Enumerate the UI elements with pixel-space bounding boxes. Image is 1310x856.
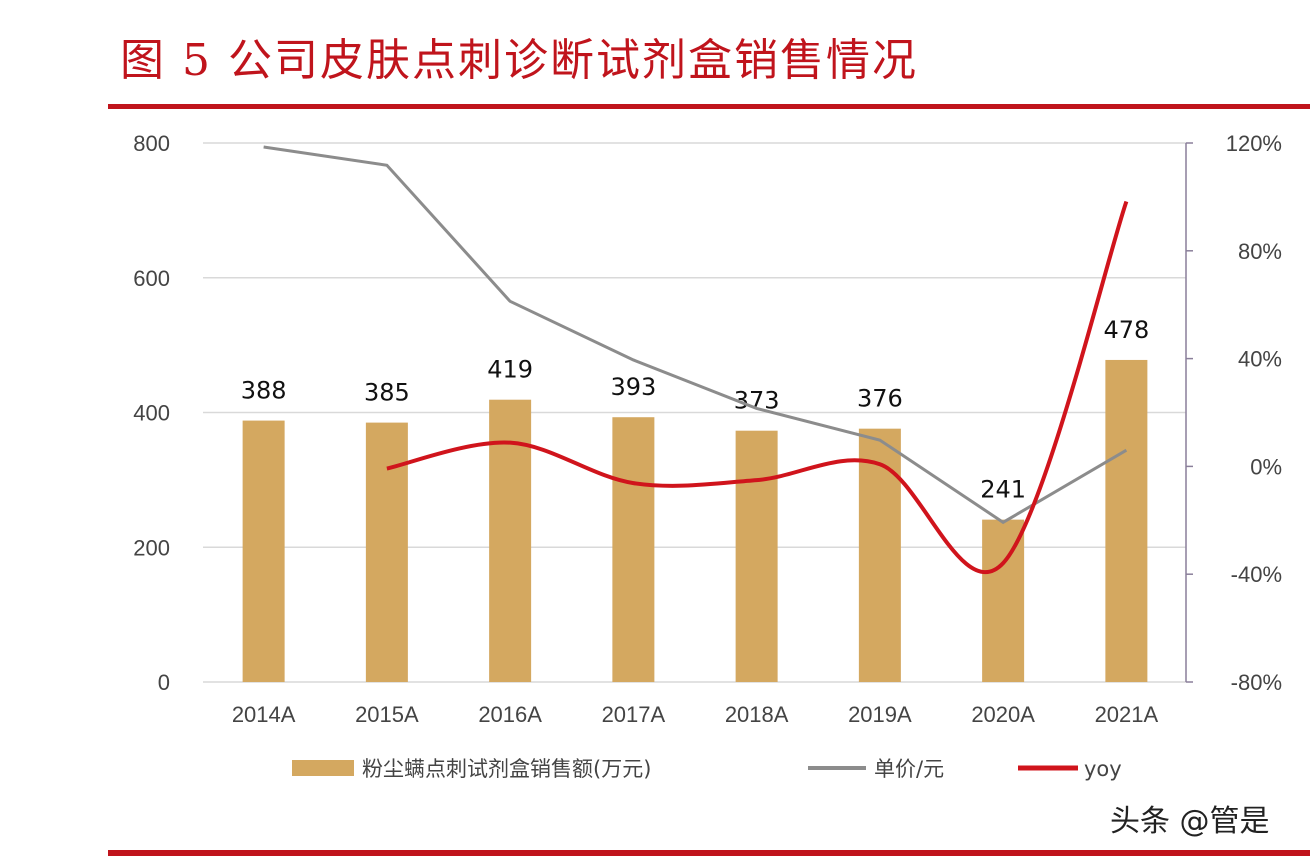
legend-label-yoy: yoy [1084, 757, 1122, 781]
left-tick-label: 0 [158, 670, 170, 695]
bar [612, 417, 655, 682]
bar [365, 422, 408, 682]
right-tick-label: 80% [1238, 239, 1282, 264]
bar [242, 420, 285, 682]
x-tick-label: 2015A [355, 702, 419, 727]
x-tick-label: 2021A [1095, 702, 1159, 727]
yoy-line [386, 200, 1129, 575]
bar [1105, 359, 1148, 682]
x-tick-label: 2017A [602, 702, 666, 727]
legend-swatch-sales [292, 760, 354, 776]
right-tick-label: -80% [1231, 670, 1282, 695]
bar [982, 519, 1025, 682]
watermark: 头条 @管是 [1110, 804, 1270, 839]
bar-data-label: 478 [1103, 316, 1149, 344]
x-tick-label: 2020A [971, 702, 1035, 727]
bar [858, 428, 901, 682]
right-tick-label: 0% [1250, 454, 1282, 479]
x-tick-label: 2014A [232, 702, 296, 727]
right-tick-label: 120% [1226, 131, 1282, 156]
x-tick-label: 2018A [725, 702, 789, 727]
title-divider [108, 104, 1310, 109]
right-tick-label: 40% [1238, 347, 1282, 372]
bar-data-label: 419 [487, 356, 533, 384]
unit-price-line [263, 145, 1128, 525]
x-tick-label: 2016A [478, 702, 542, 727]
legend-label-sales: 粉尘螨点刺试剂盒销售额(万元) [362, 757, 651, 781]
left-tick-label: 800 [133, 131, 170, 156]
left-tick-label: 200 [133, 535, 170, 560]
bottom-divider [108, 850, 1310, 856]
chart-title: 图 5 公司皮肤点刺诊断试剂盒销售情况 [120, 35, 918, 86]
bar-data-label: 241 [980, 476, 1026, 504]
bar-data-label: 385 [364, 379, 410, 407]
right-tick-label: -40% [1231, 562, 1282, 587]
left-tick-label: 600 [133, 266, 170, 291]
bar-data-label: 388 [241, 377, 287, 405]
legend-label-price: 单价/元 [874, 757, 944, 781]
bar [735, 430, 778, 682]
bar-data-label: 373 [734, 387, 780, 415]
x-tick-label: 2019A [848, 702, 912, 727]
left-tick-label: 400 [133, 401, 170, 426]
bar-data-label: 376 [857, 385, 903, 413]
bar [489, 399, 532, 682]
bar-data-label: 393 [610, 373, 656, 401]
